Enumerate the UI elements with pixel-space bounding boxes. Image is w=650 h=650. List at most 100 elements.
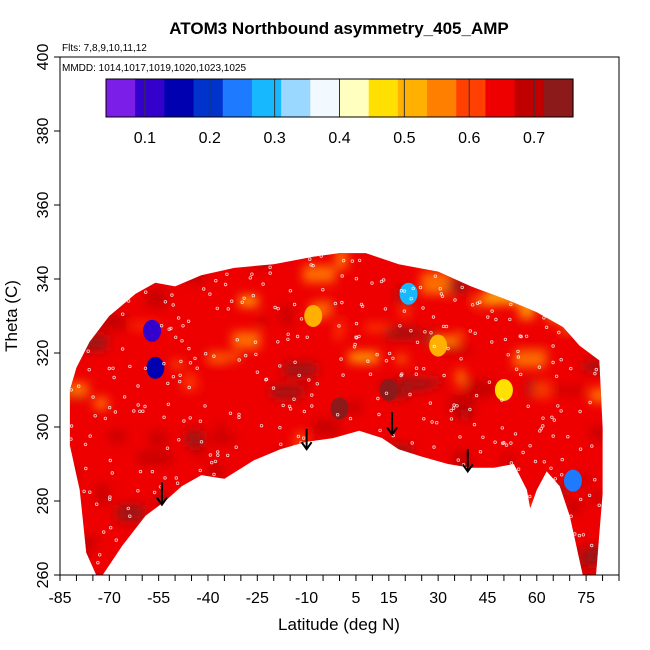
field-cell [404, 481, 433, 499]
colorbar-segment [485, 79, 516, 117]
field-cell [512, 476, 524, 484]
track-point [202, 245, 205, 248]
y-tick-label: 280 [35, 488, 52, 515]
track-point [559, 358, 563, 362]
track-point [162, 278, 166, 282]
track-point [246, 512, 250, 516]
track-point [569, 514, 573, 518]
track-point [350, 259, 355, 263]
track-point [469, 521, 473, 525]
track-point [502, 549, 506, 553]
track-point [411, 286, 415, 291]
field-cell [456, 369, 466, 386]
track-point [150, 242, 153, 245]
track-point [164, 559, 169, 563]
track-point [176, 316, 181, 320]
track-point [516, 355, 521, 359]
track-point [226, 307, 230, 311]
track-point [236, 555, 240, 560]
track-point [593, 478, 597, 482]
track-point [348, 416, 353, 421]
track-point [237, 415, 241, 420]
track-point [444, 491, 448, 495]
track-point [519, 372, 523, 377]
track-point [578, 281, 582, 285]
track-point [94, 502, 99, 506]
colorbar-tick-label: 0.4 [328, 130, 350, 147]
track-point [597, 503, 601, 507]
track-point [412, 479, 416, 483]
track-point [236, 249, 239, 252]
track-point [445, 549, 450, 553]
field-cell [85, 516, 94, 533]
track-point [468, 407, 472, 412]
track-point [292, 459, 297, 463]
track-point [500, 499, 505, 504]
track-point [199, 440, 204, 444]
track-point [551, 360, 555, 365]
track-point [544, 325, 549, 329]
track-point [432, 445, 436, 449]
track-point [508, 317, 512, 322]
track-point [75, 253, 79, 257]
colorbar-segment [106, 79, 136, 117]
y-tick-label: 320 [35, 340, 52, 367]
field-cell [204, 559, 229, 570]
track-point [225, 272, 229, 276]
track-point [323, 496, 327, 501]
track-point [542, 460, 546, 464]
track-point [228, 411, 233, 415]
field-cell [208, 353, 241, 361]
field-cell [568, 327, 579, 339]
field-cell [75, 253, 106, 264]
track-point [414, 372, 418, 376]
field-cell [466, 253, 484, 269]
field-cell [354, 482, 368, 501]
track-point [186, 319, 191, 323]
track-point [188, 361, 193, 365]
colorbar-tick-label: 0.6 [458, 130, 480, 147]
track-point [209, 460, 214, 465]
track-point [357, 258, 362, 263]
track-point [86, 349, 90, 353]
track-point [549, 466, 553, 470]
field-cell [206, 384, 226, 394]
field-cell [438, 478, 457, 497]
chart-title: ATOM3 Northbound asymmetry_405_AMP [169, 19, 508, 38]
track-point [520, 555, 524, 559]
track-point [184, 524, 189, 528]
track-point [118, 275, 122, 279]
track-point [166, 402, 171, 406]
track-point [516, 349, 520, 354]
track-point [579, 497, 583, 502]
track-point [433, 274, 438, 278]
field-cell [546, 306, 569, 320]
track-point [200, 565, 204, 570]
field-cell [182, 374, 197, 391]
track-point [479, 512, 483, 517]
track-point [234, 445, 238, 449]
y-tick-label: 260 [35, 562, 52, 589]
field-cell [272, 450, 282, 464]
x-tick-label: -55 [147, 590, 170, 607]
track-point [560, 558, 564, 562]
track-point [216, 453, 220, 457]
track-point [277, 501, 281, 505]
field-cell [328, 484, 344, 495]
track-point [507, 255, 511, 259]
track-point [278, 425, 282, 430]
track-point [225, 453, 230, 458]
track-point [522, 495, 526, 499]
track-point [554, 374, 559, 378]
field-cell [396, 355, 407, 363]
field-cell [508, 253, 518, 261]
arrow-head [156, 497, 168, 507]
track-point [450, 477, 454, 481]
track-point [162, 415, 166, 419]
field-cell [547, 305, 561, 323]
field-cell [396, 497, 406, 513]
track-point [471, 244, 474, 247]
track-point [297, 373, 301, 378]
track-point [167, 253, 171, 255]
field-cell [117, 504, 144, 522]
